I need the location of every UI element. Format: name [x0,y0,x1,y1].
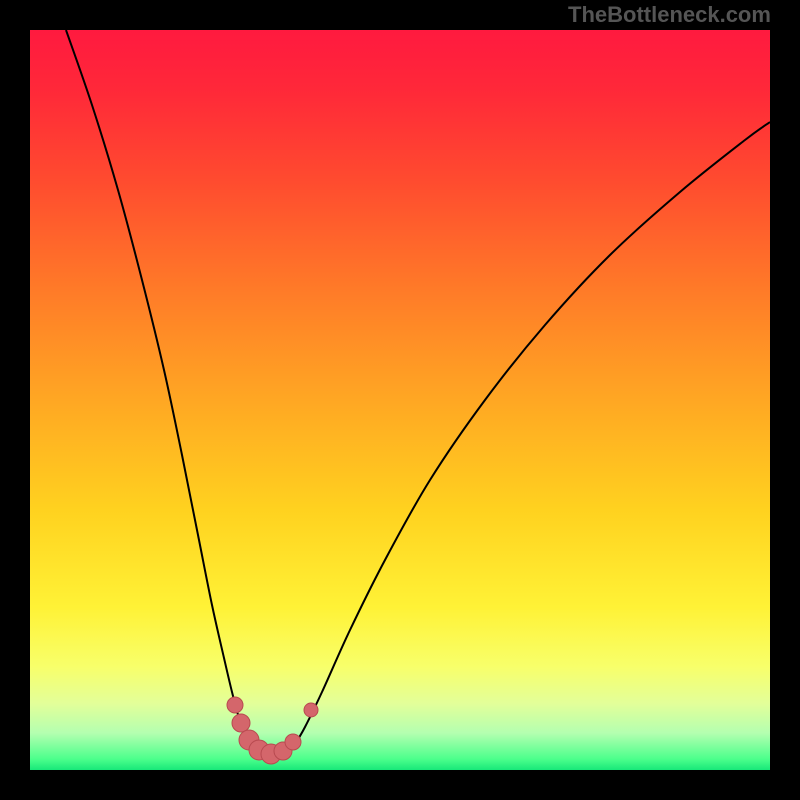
data-marker [304,703,318,717]
data-marker [227,697,243,713]
data-marker [285,734,301,750]
data-marker [232,714,250,732]
watermark-text: TheBottleneck.com [568,2,771,28]
bottleneck-chart [0,0,800,800]
